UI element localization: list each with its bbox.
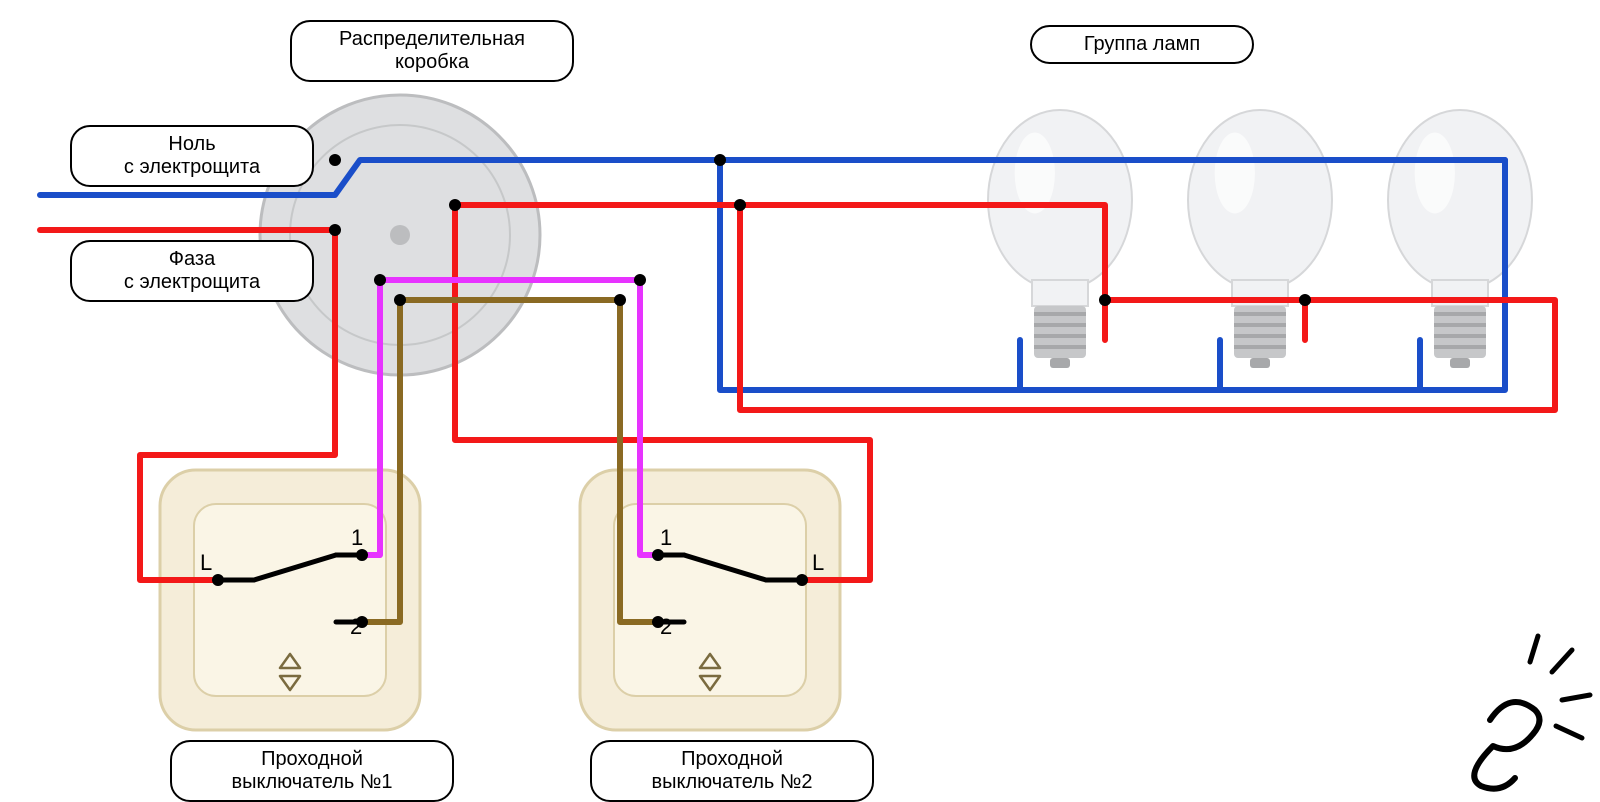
terminal-label: L — [812, 550, 824, 575]
junction-node — [329, 224, 341, 236]
junction-node — [634, 274, 646, 286]
terminal-label: 1 — [660, 525, 672, 550]
label-switch-2: Проходной выключатель №2 — [590, 740, 874, 802]
wire-neutral_b1 — [720, 160, 1020, 390]
junction-node — [212, 574, 224, 586]
label-neutral-panel: Ноль с электрощита — [70, 125, 314, 187]
junction-node — [449, 199, 461, 211]
junction-node — [1099, 294, 1111, 306]
terminal-label: 2 — [350, 614, 362, 639]
junction-node — [394, 294, 406, 306]
bulb-3 — [1388, 110, 1532, 368]
label-phase-panel: Фаза с электрощита — [70, 240, 314, 302]
terminal-label: L — [200, 550, 212, 575]
wiring-diagram: L 1 2 L 1 2 — [0, 0, 1600, 800]
junction-node — [614, 294, 626, 306]
terminal-label: 2 — [660, 614, 672, 639]
bulb-1 — [988, 110, 1132, 368]
junction-node — [356, 549, 368, 561]
junction-node — [374, 274, 386, 286]
label-switch-1: Проходной выключатель №1 — [170, 740, 454, 802]
terminal-label: 1 — [351, 525, 363, 550]
bulb-2 — [1188, 110, 1332, 368]
junction-node — [329, 154, 341, 166]
junction-node — [714, 154, 726, 166]
label-lamp-group: Группа ламп — [1030, 25, 1254, 64]
logo-icon — [1474, 636, 1590, 789]
junction-node — [652, 549, 664, 561]
label-junction-box: Распределительная коробка — [290, 20, 574, 82]
junction-node — [734, 199, 746, 211]
junction-node — [796, 574, 808, 586]
junction-node — [1299, 294, 1311, 306]
